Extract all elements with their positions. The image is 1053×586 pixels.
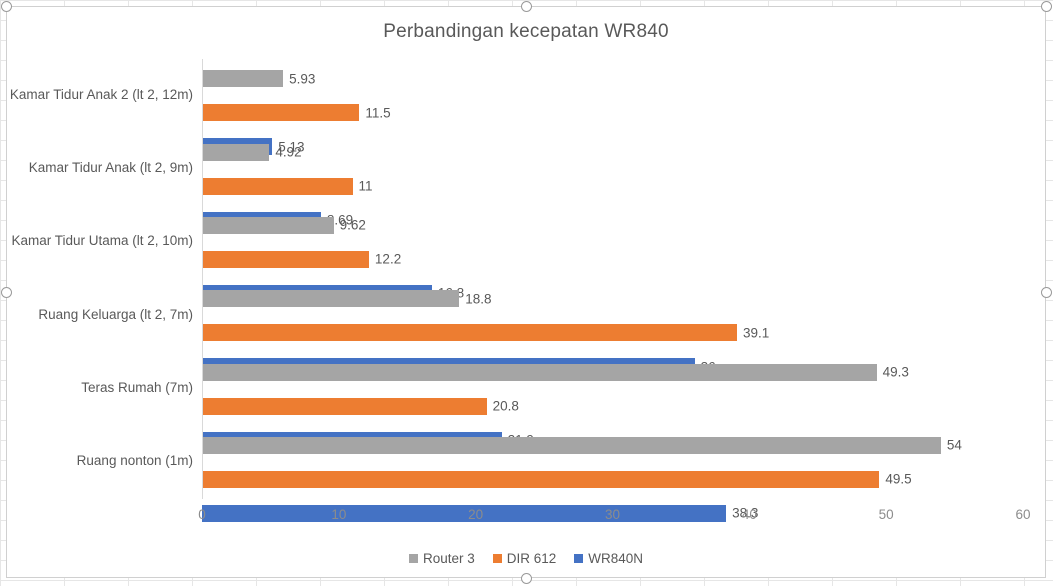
bar-row: 54 xyxy=(202,436,1023,454)
bar-row: 11.5 xyxy=(202,104,1023,122)
bar-data-label: 49.5 xyxy=(885,471,912,487)
bar-row: 49.5 xyxy=(202,470,1023,488)
bar-row: 4.92 xyxy=(202,143,1023,161)
bar-data-label: 5.13 xyxy=(278,139,305,155)
bar-row: 9.62 xyxy=(202,216,1023,234)
category-axis-label: Ruang Keluarga (lt 2, 7m) xyxy=(38,306,193,322)
plot-area[interactable]: 5.9311.55.134.92118.699.6212.216.818.839… xyxy=(202,59,1023,522)
resize-handle-middle-left[interactable] xyxy=(1,287,12,298)
bar-row: 38.3 xyxy=(202,504,1023,522)
value-axis-tick-label: 30 xyxy=(604,507,621,522)
sheet-gridline-vertical xyxy=(0,0,1,586)
bar-row: 18.8 xyxy=(202,290,1023,308)
bar-data-label: 4.92 xyxy=(275,144,302,160)
bar-wr840n[interactable] xyxy=(202,504,727,522)
bar-data-label: 9.62 xyxy=(339,217,366,233)
bar-row: 11 xyxy=(202,177,1023,195)
resize-handle-bottom-center[interactable] xyxy=(521,573,532,584)
bar-group: 49.320.821.9 xyxy=(202,363,1023,449)
value-axis-tick-label: 60 xyxy=(1015,507,1031,522)
bar-data-label: 38.3 xyxy=(732,505,759,521)
category-axis-label: Kamar Tidur Anak 2 (lt 2, 12m) xyxy=(9,86,193,102)
sheet-gridline-horizontal xyxy=(0,0,1053,1)
bar-row: 39.1 xyxy=(202,324,1023,342)
legend-label: DIR 612 xyxy=(506,551,557,566)
bar-router-3[interactable] xyxy=(202,436,941,454)
value-axis-tick-label: 0 xyxy=(198,507,206,522)
bar-dir-612[interactable] xyxy=(202,397,487,415)
bar-group: 5.93 11.5 5.13 xyxy=(202,70,1023,156)
bar-row: 20.8 xyxy=(202,397,1023,415)
bar-data-label: 11.5 xyxy=(365,105,391,121)
bar-dir-612[interactable] xyxy=(202,324,738,342)
legend-swatch-icon xyxy=(574,554,584,563)
bar-dir-612[interactable] xyxy=(202,250,369,268)
bar-group: 54 49.5 38.3 xyxy=(202,436,1023,522)
bar-data-label: 11 xyxy=(358,178,373,194)
bar-data-label: 5.93 xyxy=(289,71,316,87)
chart-title[interactable]: Perbandingan kecepatan WR840 xyxy=(383,21,669,42)
legend-item-dir-612[interactable]: DIR 612 xyxy=(492,551,557,566)
legend-swatch-icon xyxy=(492,554,502,563)
bar-router-3[interactable] xyxy=(202,363,877,381)
bar-data-label: 49.3 xyxy=(882,364,909,380)
category-axis-label: Kamar Tidur Anak (lt 2, 9m) xyxy=(28,160,193,175)
resize-handle-top-left[interactable] xyxy=(1,1,12,12)
value-axis-tick-label: 10 xyxy=(331,507,347,522)
category-axis-label: Ruang nonton (1m) xyxy=(76,453,193,469)
bar-router-3[interactable] xyxy=(202,216,334,234)
legend-label: WR840N xyxy=(588,551,644,566)
value-axis-tick-label: 40 xyxy=(741,507,757,522)
bar-row: 12.2 xyxy=(202,250,1023,268)
bar-data-label: 18.8 xyxy=(465,291,492,307)
bar-data-label: 12.2 xyxy=(374,251,402,267)
bar-router-3[interactable] xyxy=(202,143,270,161)
resize-handle-top-center[interactable] xyxy=(521,1,532,12)
category-axis[interactable]: Kamar Tidur Anak 2 (lt 2, 12m) Kamar Tidu… xyxy=(7,59,193,499)
resize-handle-top-right[interactable] xyxy=(1041,1,1052,12)
category-axis-label: Kamar Tidur Utama (lt 2, 10m) xyxy=(11,233,193,249)
bar-dir-612[interactable] xyxy=(202,177,353,195)
value-axis-tick-label: 50 xyxy=(878,507,894,522)
category-axis-label: Teras Rumah (7m) xyxy=(81,380,193,395)
bar-dir-612[interactable] xyxy=(202,104,360,122)
value-axis[interactable]: 0 10 20 30 40 50 60 xyxy=(198,501,1030,525)
bar-router-3[interactable] xyxy=(202,290,460,308)
resize-handle-middle-right[interactable] xyxy=(1041,287,1052,298)
legend-label: Router 3 xyxy=(422,551,475,566)
value-axis-tick-label: 20 xyxy=(468,507,484,522)
legend-swatch-icon xyxy=(408,554,418,563)
bar-row: 5.93 xyxy=(202,70,1023,88)
chart-legend[interactable]: Router 3 DIR 612 WR840N xyxy=(7,551,1045,566)
bar-data-label: 20.8 xyxy=(492,398,519,414)
value-axis-line xyxy=(202,59,203,499)
legend-item-router-3[interactable]: Router 3 xyxy=(408,551,475,566)
legend-item-wr840n[interactable]: WR840N xyxy=(574,551,643,566)
bar-dir-612[interactable] xyxy=(202,470,880,488)
bar-group: 18.839.136 xyxy=(202,290,1023,376)
bar-router-3[interactable] xyxy=(202,70,284,88)
bar-data-label: 54 xyxy=(946,437,962,453)
bar-group: 4.92 11 8.69 xyxy=(202,143,1023,229)
bar-row: 49.3 xyxy=(202,363,1023,381)
bar-data-label: 39.1 xyxy=(743,325,770,341)
